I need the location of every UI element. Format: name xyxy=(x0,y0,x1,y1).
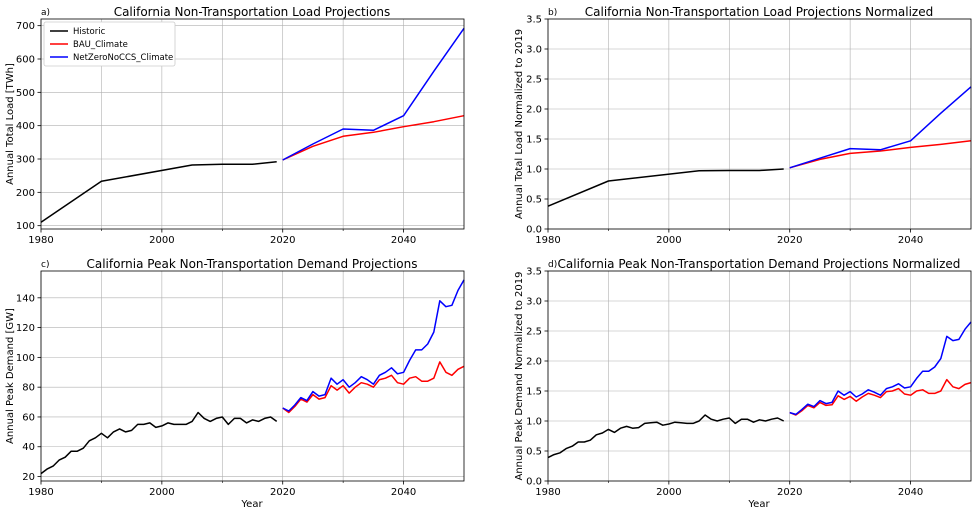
chart-title: California Peak Non-Transportation Deman… xyxy=(86,257,417,271)
y-tick-label: 500 xyxy=(16,88,35,99)
x-tick-label: 2000 xyxy=(656,487,681,498)
y-tick-label: 2.0 xyxy=(526,357,542,368)
y-axis-label: Annual Peak Demand Normalized to 2019 xyxy=(514,271,525,480)
panel-b: b) California Non-Transportation Load Pr… xyxy=(514,5,972,246)
panel-d: d) California Peak Non-Transportation De… xyxy=(514,257,972,510)
series-line-historic xyxy=(40,160,277,223)
x-tick-label: 1980 xyxy=(28,235,53,246)
y-tick-label: 0.0 xyxy=(526,225,542,236)
series-line-bau-climate xyxy=(282,114,465,161)
plot-frame xyxy=(40,18,465,230)
y-tick-label: 3.5 xyxy=(526,15,542,26)
panel-label: d) xyxy=(548,260,557,270)
y-axis-label: Annual Total Load Normalized to 2019 xyxy=(514,29,525,219)
y-tick-label: 1.0 xyxy=(526,165,542,176)
y-tick-label: 300 xyxy=(16,155,35,166)
x-tick-label: 2040 xyxy=(391,235,416,246)
y-tick-label: 2.5 xyxy=(526,75,542,86)
panel-label: c) xyxy=(41,260,49,270)
x-tick-label: 2020 xyxy=(270,487,295,498)
panel-label: a) xyxy=(41,8,50,18)
chart-title: California Peak Non-Transportation Deman… xyxy=(558,257,961,271)
x-tick-label: 1980 xyxy=(28,487,53,498)
y-axis-label: Annual Total Load [TWh] xyxy=(5,63,16,185)
series-line-bau-climate xyxy=(789,378,972,416)
plot-area: 1980 2000 2020 2040 0.0 0.5 1.0 1.5 2.0 2.5 3.0 3.5 xyxy=(526,15,972,246)
y-tick-label: 2.0 xyxy=(526,105,542,116)
x-tick-label: 2000 xyxy=(656,235,681,246)
y-tick-label: 3.5 xyxy=(526,267,542,278)
panel-c: c) California Peak Non-Transportation De… xyxy=(5,257,465,510)
y-tick-label: 0.0 xyxy=(526,477,542,488)
y-axis-label: Annual Peak Demand [GW] xyxy=(5,308,16,444)
series-line-netzeronoccs-climate xyxy=(789,86,972,169)
x-tick-label: 1980 xyxy=(535,487,560,498)
x-tick-label: 2040 xyxy=(391,487,416,498)
panel-a: a) California Non-Transportation Load Pr… xyxy=(5,5,465,246)
legend-label-historic: Historic xyxy=(73,27,106,37)
x-axis-label: Year xyxy=(240,499,263,510)
chart-title: California Non-Transportation Load Proje… xyxy=(114,5,391,19)
y-tick-label: 700 xyxy=(16,21,35,32)
y-tick-label: 20 xyxy=(22,472,35,483)
plot-frame xyxy=(547,18,972,230)
plot-background xyxy=(548,19,971,229)
series-line-historic xyxy=(40,411,278,475)
y-tick-label: 1.5 xyxy=(526,387,542,398)
x-tick-label: 1980 xyxy=(535,235,560,246)
x-tick-label: 2000 xyxy=(149,487,174,498)
y-tick-label: 400 xyxy=(16,121,35,132)
x-axis-label: Year xyxy=(747,499,770,510)
panel-label: b) xyxy=(548,8,557,18)
y-tick-label: 100 xyxy=(16,353,35,364)
series-line-netzeronoccs-climate xyxy=(789,321,972,416)
y-tick-label: 2.5 xyxy=(526,327,542,338)
legend-box xyxy=(43,21,176,67)
series-line-netzeronoccs-climate xyxy=(282,27,465,161)
series-line-bau-climate xyxy=(789,140,972,169)
series-line-historic xyxy=(547,414,785,459)
y-tick-label: 3.0 xyxy=(526,45,542,56)
plot-frame xyxy=(40,270,465,482)
series-line-historic xyxy=(547,168,784,207)
plot-background xyxy=(41,271,464,481)
x-tick-label: 2040 xyxy=(898,235,923,246)
series-line-bau-climate xyxy=(282,361,465,414)
y-tick-label: 1.0 xyxy=(526,417,542,428)
x-tick-label: 2000 xyxy=(149,235,174,246)
plot-area: 1980 2000 2020 2040 0.0 0.5 1.0 1.5 2.0 2.5 3.0 3.5 xyxy=(526,267,972,498)
y-tick-label: 40 xyxy=(22,442,35,453)
plot-background xyxy=(548,271,971,481)
y-tick-label: 3.0 xyxy=(526,297,542,308)
legend: Historic BAU_Climate NetZeroNoCCS_Climat… xyxy=(43,21,176,67)
y-tick-label: 120 xyxy=(16,323,35,334)
y-tick-label: 600 xyxy=(16,55,35,66)
legend-label-netzero-noccs-climate: NetZeroNoCCS_Climate xyxy=(73,53,173,63)
y-tick-label: 200 xyxy=(16,188,35,199)
series-line-netzeronoccs-climate xyxy=(282,279,465,412)
x-tick-label: 2020 xyxy=(777,235,802,246)
y-tick-label: 100 xyxy=(16,221,35,232)
y-tick-label: 60 xyxy=(22,412,35,423)
x-tick-label: 2020 xyxy=(270,235,295,246)
chart-title: California Non-Transportation Load Proje… xyxy=(585,5,933,19)
x-tick-label: 2020 xyxy=(777,487,802,498)
plot-frame xyxy=(547,270,972,482)
y-tick-label: 140 xyxy=(16,293,35,304)
x-tick-label: 2040 xyxy=(898,487,923,498)
y-tick-label: 0.5 xyxy=(526,447,542,458)
y-tick-label: 80 xyxy=(22,383,35,394)
legend-label-bau-climate: BAU_Climate xyxy=(73,40,128,50)
y-tick-label: 1.5 xyxy=(526,135,542,146)
y-tick-label: 0.5 xyxy=(526,195,542,206)
